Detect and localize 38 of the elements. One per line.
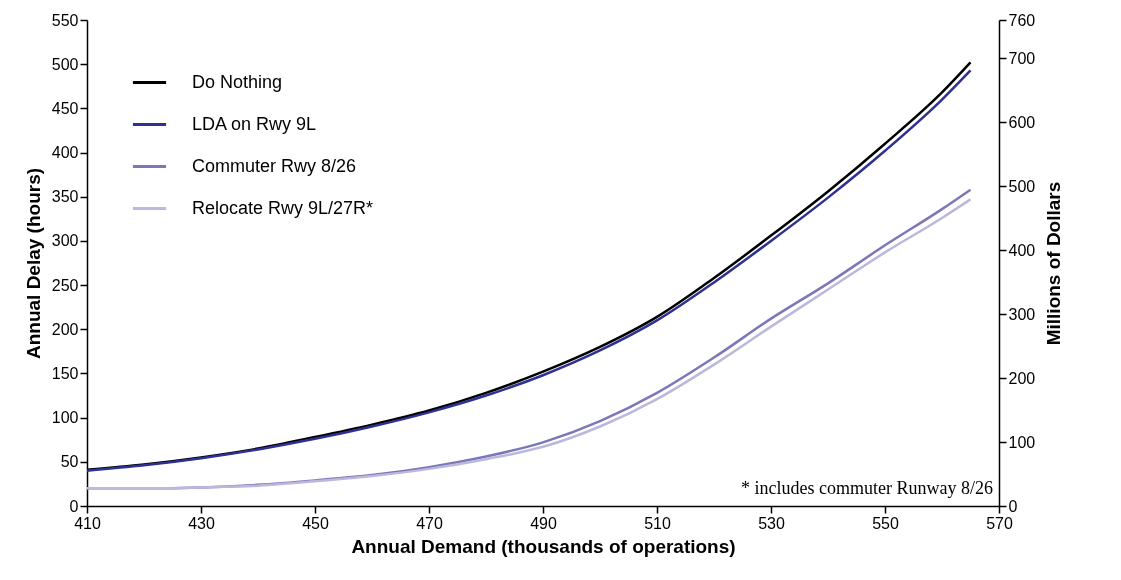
y2-tick-label: 200 [1008, 369, 1036, 387]
y2-tick-label: 0 [1008, 497, 1018, 515]
y-tick-label: 150 [51, 364, 79, 382]
legend-label: Relocate Rwy 9L/27R* [192, 197, 374, 218]
x-tick-label: 430 [188, 514, 215, 532]
y-tick-label: 400 [51, 144, 79, 162]
y-tick-label: 500 [51, 55, 79, 73]
x-tick-label: 470 [416, 514, 443, 532]
y-tick-label: 100 [51, 409, 79, 427]
y-axis-title: Annual Delay (hours) [22, 167, 44, 360]
y2-tick-label: 600 [1008, 113, 1036, 131]
y2-tick-label: 500 [1008, 177, 1036, 195]
legend-label: Commuter Rwy 8/26 [192, 155, 357, 176]
y-tick-label: 0 [69, 497, 79, 515]
y-tick-label: 200 [51, 320, 79, 338]
y2-tick-label: 300 [1008, 305, 1036, 323]
y-tick-label: 550 [51, 11, 79, 29]
legend-label: Do Nothing [192, 71, 283, 92]
x-tick-label: 510 [644, 514, 671, 532]
x-tick-label: 450 [302, 514, 329, 532]
y2-tick-label: 100 [1008, 433, 1036, 451]
y-tick-label: 350 [51, 188, 79, 206]
y-tick-label: 300 [51, 232, 79, 250]
legend-label: LDA on Rwy 9L [192, 113, 317, 134]
y-tick-label: 50 [60, 453, 79, 471]
x-axis-title: Annual Demand (thousands of operations) [351, 535, 736, 557]
x-tick-label: 490 [530, 514, 557, 532]
x-tick-label: 530 [758, 514, 785, 532]
y2-tick-label: 760 [1008, 11, 1036, 29]
annotation: * includes commuter Runway 8/26 [741, 478, 993, 498]
x-tick-label: 410 [74, 514, 101, 532]
y2-axis-title: Millions of Dollars [1043, 181, 1065, 346]
y2-tick-label: 400 [1008, 241, 1036, 259]
y2-tick-label: 700 [1008, 49, 1036, 67]
x-tick-label: 570 [986, 514, 1013, 532]
y-tick-label: 250 [51, 276, 79, 294]
y-tick-label: 450 [51, 99, 79, 117]
x-tick-label: 550 [872, 514, 899, 532]
